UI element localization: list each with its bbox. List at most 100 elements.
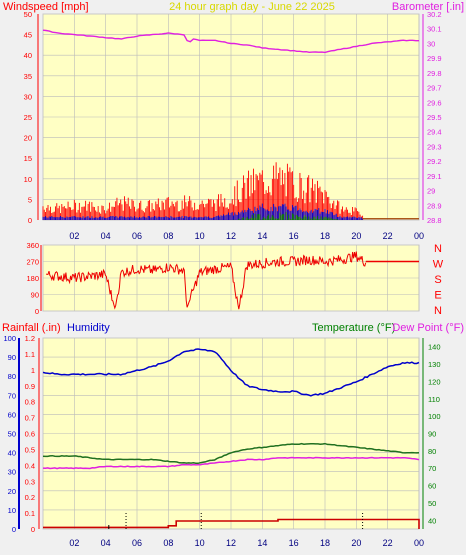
low-wind-series [233, 211, 338, 220]
wind-tick-label: 20 [24, 134, 32, 143]
humidity-line [42, 348, 420, 397]
humidity-tick-label: 50 [8, 430, 16, 439]
x-tick-label: 02 [69, 231, 79, 241]
rain-tick-label: 0.3 [25, 477, 35, 486]
rain-tick-label: 1 [31, 366, 35, 375]
humidity-tick-label: 10 [8, 506, 16, 515]
baro-tick-label: 30.2 [427, 10, 442, 19]
wind-tick-label: 0 [28, 216, 32, 225]
direction-series [45, 251, 419, 310]
baro-tick-label: 30.1 [427, 25, 442, 34]
wind-tick-label: 30 [24, 92, 32, 101]
x-tick-label: 00 [414, 538, 424, 548]
x-tick-label: 04 [101, 538, 111, 548]
x-tick-label: 04 [101, 231, 111, 241]
x-tick-label: 06 [132, 231, 142, 241]
x-tick-label: 12 [226, 538, 236, 548]
temperature-tick-label: 140 [428, 343, 441, 352]
humidity-axis-label: Humidity [67, 322, 110, 334]
temperature-tick-label: 70 [428, 464, 436, 473]
temperature-tick-label: 110 [428, 395, 440, 404]
x-tick-label: 18 [320, 538, 330, 548]
windspeed-axis-label: Windspeed [mph] [3, 1, 89, 13]
wind-tick-label: 5 [28, 195, 32, 204]
x-tick-label: 10 [195, 231, 205, 241]
x-tick-label: 14 [257, 538, 267, 548]
baro-tick-label: 29.5 [427, 113, 442, 122]
x-tick-label: 02 [69, 538, 79, 548]
direction-tick-label: 360 [26, 241, 39, 250]
direction-tick-label: 270 [26, 258, 39, 267]
wind-tick-label: 10 [24, 175, 32, 184]
compass-letter: N [434, 305, 442, 317]
humidity-tick-label: 90 [8, 353, 16, 362]
data-series [42, 29, 420, 529]
rain-tick-label: 0.2 [25, 493, 35, 502]
compass-letter: S [434, 274, 441, 286]
rainfall-line [43, 518, 420, 529]
humidity-tick-label: 60 [8, 410, 16, 419]
barometer-axis-label: Barometer [.in] [392, 1, 464, 13]
rain-tick-label: 0.1 [25, 509, 35, 518]
baro-tick-label: 28.9 [427, 201, 442, 210]
temperature-tick-label: 100 [428, 412, 441, 421]
humidity-tick-label: 40 [8, 449, 16, 458]
baro-tick-label: 29.4 [427, 128, 442, 137]
temperature-tick-label: 50 [428, 499, 436, 508]
rain-tick-label: 1.1 [25, 350, 35, 359]
barometer-line [42, 29, 419, 54]
wind-tick-label: 25 [24, 113, 32, 122]
x-tick-label: 06 [132, 538, 142, 548]
wind-tick-label: 50 [24, 10, 32, 19]
baro-tick-label: 28.8 [427, 216, 442, 225]
rain-tick-label: 0.7 [25, 414, 35, 423]
rain-tick-label: 0.5 [25, 445, 35, 454]
baro-tick-label: 30 [427, 39, 435, 48]
humidity-tick-label: 80 [8, 372, 16, 381]
baro-tick-label: 29.9 [427, 54, 442, 63]
temperature-axis-label: Temperature (°F) [312, 322, 395, 334]
dewpoint-axis-label: Dew Point (°F) [392, 322, 464, 334]
x-tick-label: 22 [383, 538, 393, 548]
temperature-tick-label: 120 [428, 377, 441, 386]
baro-tick-label: 29 [427, 187, 435, 196]
wind-tick-label: 40 [24, 51, 32, 60]
rain-tick-label: 0.8 [25, 398, 35, 407]
temperature-tick-label: 130 [428, 360, 441, 369]
rain-tick-label: 0.9 [25, 382, 35, 391]
humidity-tick-label: 0 [12, 525, 16, 534]
temperature-line [42, 442, 420, 465]
humidity-tick-label: 70 [8, 391, 16, 400]
direction-tick-label: 90 [31, 291, 39, 300]
x-tick-label: 08 [163, 231, 173, 241]
humidity-tick-label: 100 [3, 334, 16, 343]
axis-ticks: 0510152025303540455028.828.92929.129.229… [3, 10, 441, 534]
x-tick-label: 14 [257, 231, 267, 241]
direction-tick-label: 0 [35, 307, 39, 316]
temperature-tick-label: 80 [428, 447, 436, 456]
baro-tick-label: 29.1 [427, 172, 442, 181]
baro-tick-label: 29.6 [427, 98, 442, 107]
x-tick-label: 22 [383, 231, 393, 241]
x-tick-labels: 02 02 04 04 06 06 08 08 10 10 12 12 14 14 16 16 18 18 20 20… [69, 231, 424, 548]
rain-tick-label: 1.2 [25, 334, 35, 343]
humidity-tick-label: 30 [8, 468, 16, 477]
rain-tick-label: 0 [31, 525, 35, 534]
direction-tick-label: 180 [26, 274, 39, 283]
gridlines [43, 14, 420, 529]
baro-tick-label: 29.2 [427, 157, 442, 166]
x-tick-label: 20 [351, 538, 361, 548]
wind-direction-line [45, 251, 367, 310]
x-tick-label: 08 [163, 538, 173, 548]
temperature-tick-label: 60 [428, 482, 436, 491]
compass-letter: W [433, 259, 444, 271]
baro-tick-label: 29.7 [427, 84, 442, 93]
baro-tick-label: 29.3 [427, 142, 442, 151]
x-tick-label: 00 [414, 231, 424, 241]
rain-tick-label: 0.6 [25, 430, 35, 439]
x-tick-label: 18 [320, 231, 330, 241]
compass-letter: E [434, 290, 441, 302]
wind-tick-label: 35 [24, 72, 32, 81]
